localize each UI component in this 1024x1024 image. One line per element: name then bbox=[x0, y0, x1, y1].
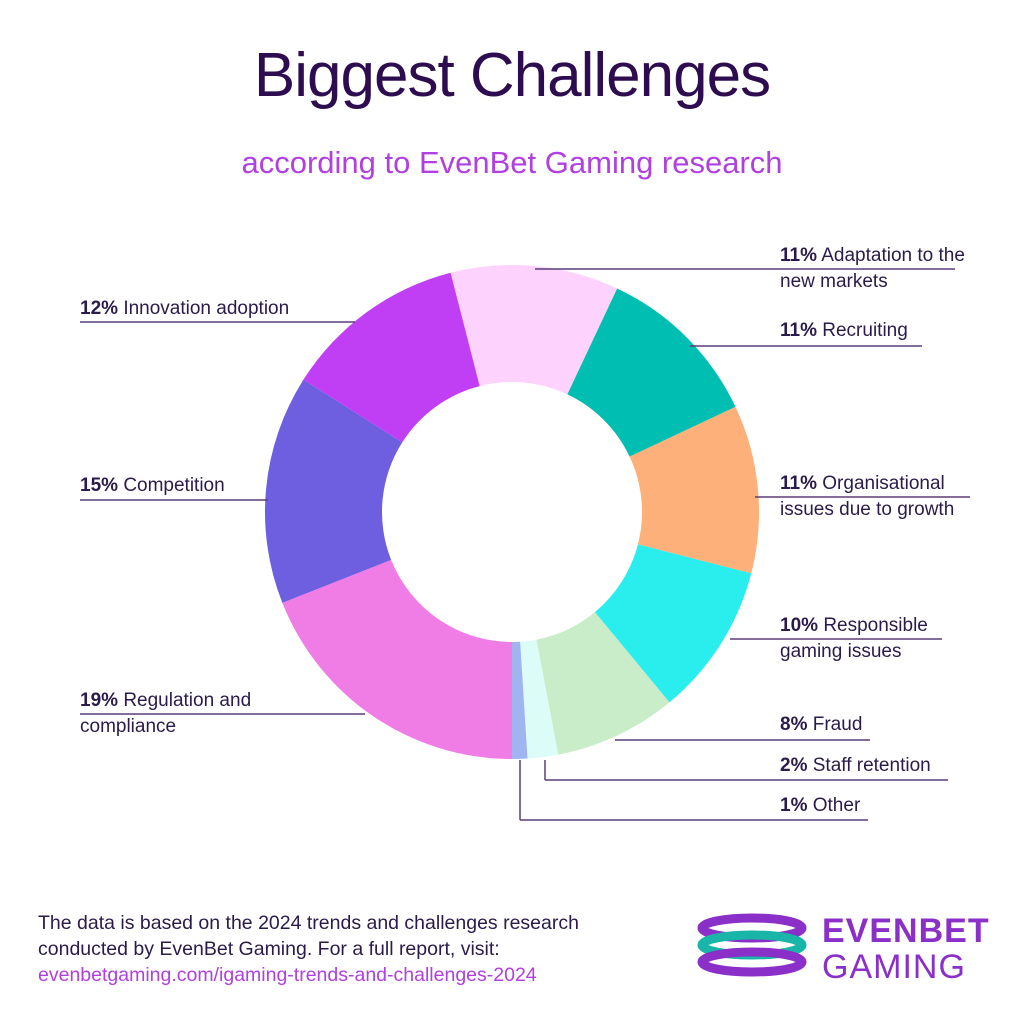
value-label: 8% bbox=[780, 714, 808, 735]
category-label: Other bbox=[812, 795, 861, 816]
logo-text: GAMING bbox=[822, 948, 966, 986]
category-label: Innovation adoption bbox=[123, 298, 290, 319]
slice-label: 12% Innovation adoption bbox=[80, 296, 340, 322]
footer-line: conducted by EvenBet Gaming. For a full … bbox=[38, 938, 500, 960]
donut-slice bbox=[265, 379, 403, 603]
category-label: Responsible gaming issues bbox=[780, 615, 928, 662]
slice-label: 1% Other bbox=[780, 793, 960, 819]
slice-label: 19% Regulation and compliance bbox=[80, 688, 280, 740]
slice-label: 11% Adaptation to the new markets bbox=[780, 243, 970, 295]
category-label: Organisational issues due to growth bbox=[780, 473, 955, 520]
category-label: Staff retention bbox=[812, 755, 931, 776]
footer-link[interactable]: evenbetgaming.com/igaming-trends-and-cha… bbox=[38, 964, 537, 986]
slice-label: 11% Organisational issues due to growth bbox=[780, 471, 980, 523]
logo-mark bbox=[697, 913, 807, 977]
donut-slice bbox=[567, 288, 736, 457]
slice-label: 10% Responsible gaming issues bbox=[780, 613, 960, 665]
donut-slice bbox=[629, 406, 759, 574]
slice-label: 2% Staff retention bbox=[780, 753, 960, 779]
donut-slice bbox=[450, 265, 618, 395]
category-label: Recruiting bbox=[822, 320, 908, 341]
slice-label: 15% Competition bbox=[80, 473, 280, 499]
value-label: 15% bbox=[80, 475, 119, 496]
category-label: Fraud bbox=[812, 714, 863, 735]
category-label: Regulation and compliance bbox=[80, 690, 252, 737]
slice-label: 8% Fraud bbox=[780, 712, 960, 738]
value-label: 1% bbox=[780, 795, 808, 816]
category-label: Adaptation to the new markets bbox=[780, 245, 965, 292]
chart-title: Biggest Challenges bbox=[253, 41, 771, 110]
donut-slice bbox=[282, 559, 512, 759]
footer-line: The data is based on the 2024 trends and… bbox=[38, 912, 579, 934]
chart-subtitle: according to EvenBet Gaming research bbox=[241, 145, 783, 180]
donut-slice bbox=[520, 639, 559, 759]
slice-label: 11% Recruiting bbox=[780, 318, 970, 344]
value-label: 2% bbox=[780, 755, 808, 776]
value-label: 11% bbox=[780, 320, 817, 341]
value-label: 19% bbox=[80, 690, 119, 711]
value-label: 12% bbox=[80, 298, 119, 319]
value-label: 10% bbox=[780, 615, 819, 636]
category-label: Competition bbox=[123, 475, 225, 496]
footer: The data is based on the 2024 trends and… bbox=[38, 910, 579, 988]
logo-text: EVENBET bbox=[822, 912, 990, 950]
donut-slice bbox=[536, 612, 670, 755]
donut-slice bbox=[512, 641, 528, 759]
donut-slice bbox=[594, 544, 752, 703]
value-label: 11% bbox=[780, 473, 817, 494]
donut-slice bbox=[303, 272, 480, 443]
value-label: 11% bbox=[780, 245, 817, 266]
